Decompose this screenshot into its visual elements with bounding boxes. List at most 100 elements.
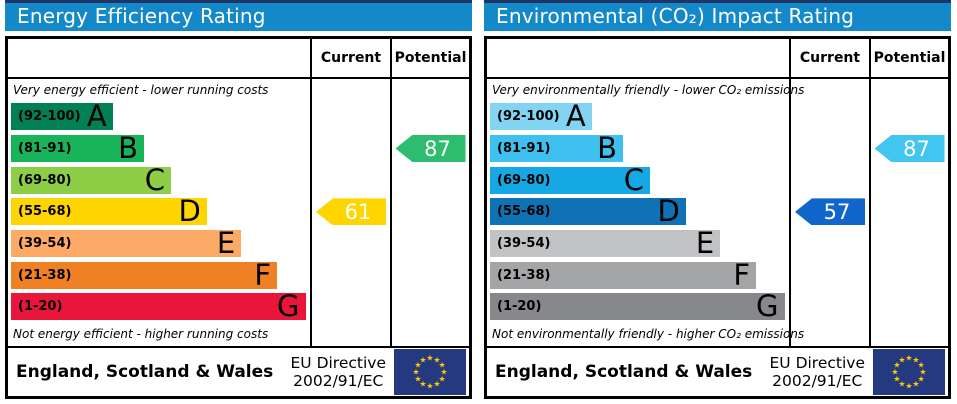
band-bar-d: (55-68) D bbox=[11, 194, 207, 229]
band-letter: D bbox=[178, 194, 201, 229]
band-row-c: (69-80) C bbox=[8, 162, 469, 197]
svg-text:★: ★ bbox=[414, 374, 421, 383]
band-letter: C bbox=[144, 162, 165, 197]
band-range: (39-54) bbox=[18, 236, 72, 252]
band-range: (1-20) bbox=[497, 299, 542, 315]
band-bar-c: (69-80) C bbox=[490, 162, 650, 197]
band-letter: F bbox=[733, 257, 751, 292]
current-rating-arrow: 61 bbox=[316, 198, 386, 226]
svg-text:★: ★ bbox=[419, 379, 426, 388]
band-bar-d: (55-68) D bbox=[490, 194, 686, 229]
band-letter: C bbox=[623, 162, 644, 197]
band-row-f: (21-38) F bbox=[487, 257, 948, 292]
current-rating-arrow: 57 bbox=[795, 198, 865, 226]
energy-efficiency-panel: Energy Efficiency Rating Current Potenti… bbox=[5, 0, 472, 404]
band-range: (39-54) bbox=[497, 236, 551, 252]
band-row-e: (39-54) E bbox=[8, 226, 469, 261]
band-letter: D bbox=[657, 194, 680, 229]
potential-column-header: Potential bbox=[869, 39, 948, 77]
svg-text:★: ★ bbox=[918, 360, 925, 369]
svg-text:★: ★ bbox=[426, 353, 433, 362]
band-bar-e: (39-54) E bbox=[490, 226, 721, 261]
band-letter: B bbox=[597, 131, 618, 166]
energy-panel-title: Energy Efficiency Rating bbox=[5, 0, 472, 31]
eu-flag-icon: ★ ★ ★ ★ ★ ★ ★ ★ ★ ★ ★ ★ bbox=[873, 348, 945, 395]
rating-scale-header-spacer bbox=[8, 39, 310, 77]
top-caption: Very energy efficient - lower running co… bbox=[13, 83, 269, 97]
column-header-row: Current Potential bbox=[8, 39, 469, 79]
potential-column-header: Potential bbox=[390, 39, 469, 77]
svg-text:★: ★ bbox=[433, 355, 440, 364]
band-row-g: (1-20) G bbox=[8, 291, 469, 323]
column-header-row: Current Potential bbox=[487, 39, 948, 79]
potential-rating-arrow: 87 bbox=[874, 135, 945, 163]
region-label: England, Scotland & Wales bbox=[16, 361, 274, 382]
band-row-b: (81-91) B 87 bbox=[8, 132, 469, 165]
panel-footer: England, Scotland & Wales EU Directive 2… bbox=[8, 345, 469, 396]
band-range: (21-38) bbox=[18, 267, 72, 283]
svg-text:★: ★ bbox=[439, 360, 446, 369]
band-range: (55-68) bbox=[497, 204, 551, 220]
band-range: (81-91) bbox=[497, 141, 551, 157]
band-bar-f: (21-38) F bbox=[490, 257, 757, 292]
svg-text:★: ★ bbox=[433, 379, 440, 388]
band-row-c: (69-80) C bbox=[487, 162, 948, 197]
band-bar-a: (92-100) A bbox=[11, 99, 113, 134]
region-label: England, Scotland & Wales bbox=[495, 361, 753, 382]
band-letter: G bbox=[277, 289, 300, 324]
band-range: (1-20) bbox=[18, 299, 63, 315]
panel-footer: England, Scotland & Wales EU Directive 2… bbox=[487, 345, 948, 396]
band-row-e: (39-54) E bbox=[487, 226, 948, 261]
svg-text:★: ★ bbox=[912, 355, 919, 364]
co2-rating-table: Current Potential Very environmentally f… bbox=[484, 36, 951, 399]
band-range: (69-80) bbox=[18, 172, 72, 188]
bottom-caption: Not environmentally friendly - higher CO… bbox=[492, 327, 805, 342]
svg-text:★: ★ bbox=[412, 367, 419, 376]
band-row-a: (92-100) A bbox=[8, 101, 469, 133]
band-bar-g: (1-20) G bbox=[11, 289, 306, 324]
band-letter: G bbox=[756, 289, 779, 324]
band-bar-e: (39-54) E bbox=[11, 226, 242, 261]
band-row-d: (55-68) D 57 bbox=[487, 196, 948, 228]
current-column-header: Current bbox=[310, 39, 390, 77]
band-letter: E bbox=[695, 226, 715, 261]
band-range: (92-100) bbox=[497, 109, 560, 125]
svg-text:★: ★ bbox=[919, 367, 926, 376]
bottom-caption-row: Not environmentally friendly - higher CO… bbox=[487, 322, 948, 346]
band-letter: F bbox=[254, 257, 272, 292]
co2-impact-panel: Environmental (CO₂) Impact Rating Curren… bbox=[484, 0, 951, 404]
band-row-b: (81-91) B 87 bbox=[487, 131, 948, 166]
svg-text:★: ★ bbox=[893, 360, 900, 369]
band-letter: A bbox=[86, 99, 107, 134]
band-range: (21-38) bbox=[497, 267, 551, 283]
rating-scale-header-spacer bbox=[487, 39, 789, 77]
top-caption-row: Very environmentally friendly - lower CO… bbox=[487, 79, 948, 101]
svg-text:★: ★ bbox=[912, 379, 919, 388]
svg-text:★: ★ bbox=[439, 374, 446, 383]
band-range: (69-80) bbox=[497, 172, 551, 188]
svg-text:★: ★ bbox=[918, 374, 925, 383]
current-column-header: Current bbox=[789, 39, 869, 77]
band-bar-c: (69-80) C bbox=[11, 162, 171, 197]
svg-text:★: ★ bbox=[414, 360, 421, 369]
band-letter: A bbox=[565, 99, 586, 134]
co2-panel-title: Environmental (CO₂) Impact Rating bbox=[484, 0, 951, 31]
band-row-a: (92-100) A bbox=[487, 101, 948, 133]
svg-text:★: ★ bbox=[891, 367, 898, 376]
svg-text:★: ★ bbox=[440, 367, 447, 376]
energy-rating-table: Current Potential Very energy efficient … bbox=[5, 36, 472, 399]
potential-rating-arrow: 87 bbox=[395, 135, 466, 163]
band-letter: E bbox=[216, 226, 236, 261]
eu-directive-label: EU Directive 2002/91/EC bbox=[290, 353, 387, 390]
band-bar-b: (81-91) B bbox=[490, 131, 624, 166]
band-bar-f: (21-38) F bbox=[11, 257, 278, 292]
svg-text:★: ★ bbox=[893, 374, 900, 383]
band-row-f: (21-38) F bbox=[8, 257, 469, 292]
svg-text:★: ★ bbox=[426, 381, 433, 390]
band-bar-a: (92-100) A bbox=[490, 99, 592, 134]
band-bar-g: (1-20) G bbox=[490, 289, 785, 324]
svg-text:★: ★ bbox=[905, 353, 912, 362]
bottom-caption-row: Not energy efficient - higher running co… bbox=[8, 322, 469, 346]
band-range: (81-91) bbox=[18, 141, 72, 157]
band-row-g: (1-20) G bbox=[487, 291, 948, 323]
